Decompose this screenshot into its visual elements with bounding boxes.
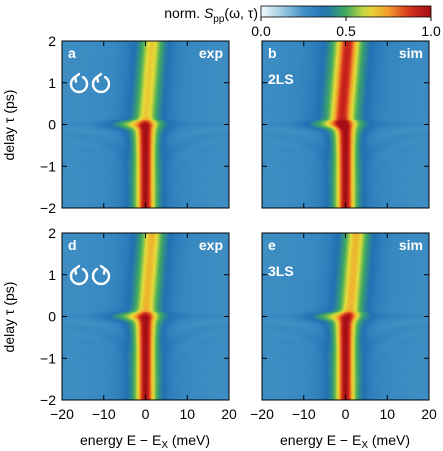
y-tick-label: −2 [40, 392, 56, 408]
panel-b: b sim 2LS [261, 40, 430, 209]
colorbar-ticks: 0.0 0.5 1.0 [251, 17, 441, 39]
panel-letter-b: b [268, 45, 277, 61]
x-tick-label: −10 [292, 406, 316, 422]
x-axis-label-left: energy E − EX (meV) [80, 432, 210, 451]
colorbar-label-sub: pp [213, 14, 225, 25]
panel-model-e: 3LS [268, 263, 294, 279]
panel-letter-d: d [68, 237, 77, 253]
x-tick-label: −10 [92, 406, 116, 422]
colorbar-label-args: (ω, τ) [224, 5, 258, 21]
panel-model-b: 2LS [268, 71, 294, 87]
colorbar-tick-label: 0.0 [251, 23, 271, 39]
panel-a: 2 1 0 −1 −2 a exp [40, 33, 230, 216]
y-tick-label: 0 [48, 117, 56, 133]
x-tick-label: 0 [142, 406, 150, 422]
co-circular-arrows-icon [69, 72, 111, 94]
heatmap-image-e [262, 233, 429, 400]
colorbar-label: norm. Spp(ω, τ) [164, 5, 258, 25]
counter-circular-arrows-icon [69, 264, 111, 286]
y-tick-label: 2 [48, 33, 56, 49]
x-tick-label: −20 [50, 406, 74, 422]
heatmap-image-b [262, 41, 429, 208]
x-axis-label-right: energy E − EX (meV) [280, 432, 410, 451]
colorbar: norm. Spp(ω, τ) 0.0 0.5 1.0 [164, 5, 441, 39]
y-tick-label: 2 [48, 225, 56, 241]
panel-letter-a: a [68, 45, 76, 61]
colorbar-gradient [260, 5, 432, 18]
x-tick-label: 20 [421, 406, 437, 422]
x-tick-label: 20 [221, 406, 237, 422]
panel-tag-b: sim [399, 45, 423, 61]
colorbar-label-prefix: norm. [164, 5, 200, 21]
x-axis-label-right-main: energy E − E [280, 432, 361, 448]
y-tick-label: −1 [40, 158, 56, 174]
x-tick-label: 0 [342, 406, 350, 422]
colorbar-label-symbol: S [204, 5, 214, 21]
x-tick-label: 10 [379, 406, 395, 422]
heatmap-image-a [62, 41, 229, 208]
y-tick-label: 1 [48, 267, 56, 283]
y-tick-label: 1 [48, 75, 56, 91]
panel-letter-e: e [268, 237, 276, 253]
y-tick-label: −1 [40, 350, 56, 366]
y-axis-label-top: delay τ (ps) [1, 90, 17, 161]
x-axis-label-right-unit: (meV) [368, 432, 410, 448]
x-axis-label-left-sub: X [161, 440, 168, 451]
y-axis-label-bottom: delay τ (ps) [1, 282, 17, 353]
colorbar-tick-label: 1.0 [421, 23, 441, 39]
panel-e: −20 −10 0 10 20 e sim 3LS [250, 232, 437, 422]
panel-tag-d: exp [199, 237, 223, 253]
x-tick-label: 10 [179, 406, 195, 422]
x-axis-label-left-unit: (meV) [168, 432, 210, 448]
y-tick-label: −2 [40, 200, 56, 216]
colorbar-tick-label: 0.5 [336, 23, 356, 39]
x-axis-label-right-sub: X [361, 440, 368, 451]
y-tick-label: 0 [48, 309, 56, 325]
heatmap-image-d [62, 233, 229, 400]
x-axis-label-left-main: energy E − E [80, 432, 161, 448]
panel-tag-e: sim [399, 237, 423, 253]
x-tick-label: −20 [250, 406, 274, 422]
panel-tag-a: exp [199, 45, 223, 61]
